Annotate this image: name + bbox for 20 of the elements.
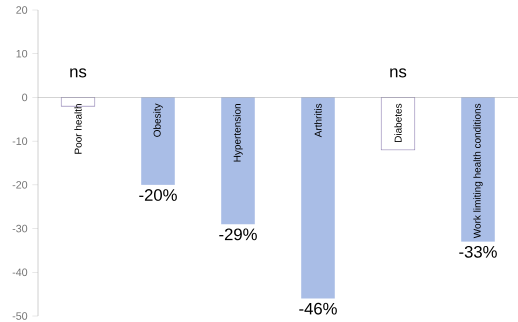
annotation: ns — [70, 68, 86, 78]
y-tick-label: -10 — [12, 137, 28, 145]
y-tick-label: -50 — [12, 312, 28, 320]
y-tick-label: -20 — [12, 181, 28, 189]
x-tick-label: Poor health — [74, 104, 82, 154]
x-tick-label: Diabetes — [394, 104, 402, 142]
y-tick-label: -30 — [12, 224, 28, 232]
data-label: -20% — [139, 189, 177, 201]
annotation: ns — [390, 68, 406, 78]
data-label: -46% — [299, 302, 337, 315]
y-tick-label: 10 — [16, 50, 28, 58]
x-tick-label: Work limiting health conditions — [473, 104, 483, 238]
y-tick-label: 20 — [16, 6, 28, 14]
y-tick-label: -40 — [12, 268, 28, 276]
x-tick-label: Obesity — [153, 103, 163, 137]
data-label: -29% — [219, 228, 257, 240]
y-tick-label: 0 — [22, 94, 28, 102]
x-tick-label: Arthritis — [314, 104, 322, 138]
x-tick-label: Hypertension — [233, 104, 243, 162]
data-label: -33% — [459, 246, 497, 258]
